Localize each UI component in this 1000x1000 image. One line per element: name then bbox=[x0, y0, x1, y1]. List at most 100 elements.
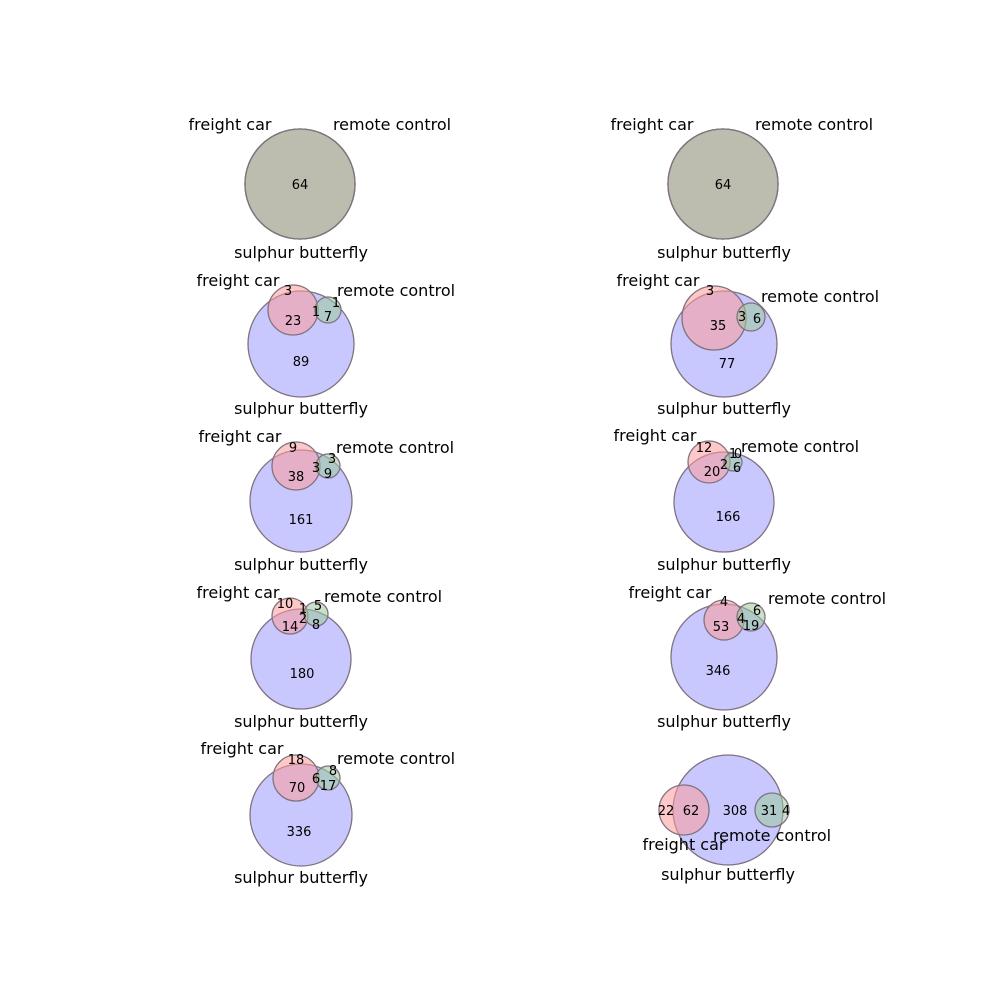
freight-car-label: freight car bbox=[614, 426, 697, 445]
region-count-label: 19 bbox=[743, 619, 760, 634]
remote-control-circle bbox=[315, 453, 341, 479]
venn-panel-9: 18 86 70 17 336 freight car remote control sulp… bbox=[201, 739, 456, 887]
region-count-label: 14 bbox=[282, 620, 299, 635]
freight-car-label: freight car bbox=[629, 583, 712, 602]
region-count-label: 18 bbox=[288, 753, 305, 768]
region-count-label: 3 bbox=[738, 310, 746, 325]
region-count-label: 35 bbox=[710, 319, 727, 334]
remote-control-label: remote control bbox=[337, 281, 455, 300]
sulphur-butterfly-label: sulphur butterfly bbox=[657, 243, 791, 262]
region-count-label: 3 bbox=[284, 284, 292, 299]
region-count-label: 8 bbox=[329, 764, 337, 779]
remote-control-circle bbox=[244, 128, 356, 240]
region-count-label: 1 bbox=[299, 602, 307, 617]
region-count-label: 38 bbox=[288, 470, 305, 485]
remote-control-label: remote control bbox=[713, 826, 831, 845]
region-count-label: 3 bbox=[706, 284, 714, 299]
remote-control-circle bbox=[314, 296, 342, 324]
sulphur-butterfly-label: sulphur butterfly bbox=[234, 243, 368, 262]
remote-control-label: remote control bbox=[336, 438, 454, 457]
region-count-label: 89 bbox=[293, 355, 310, 370]
region-count-label: 6 bbox=[753, 312, 761, 327]
region-count-label: 12 bbox=[696, 441, 713, 456]
region-count-label: 4 bbox=[782, 804, 790, 819]
remote-control-circle bbox=[667, 128, 779, 240]
region-count-label: 0 bbox=[734, 447, 742, 462]
region-count-label: 308 bbox=[723, 804, 748, 819]
freight-car-label: freight car bbox=[197, 271, 280, 290]
region-count-label: 9 bbox=[289, 441, 297, 456]
region-count-label: 1 bbox=[729, 447, 737, 462]
sulphur-butterfly-label: sulphur butterfly bbox=[661, 865, 795, 884]
region-count-label: 1 bbox=[332, 296, 340, 311]
region-count-label: 6 bbox=[733, 461, 741, 476]
sulphur-butterfly-label: sulphur butterfly bbox=[657, 712, 791, 731]
freight-car-label: freight car bbox=[199, 427, 282, 446]
region-count-label: 17 bbox=[320, 779, 337, 794]
region-count-label: 31 bbox=[761, 804, 778, 819]
region-count-label: 166 bbox=[716, 510, 741, 525]
freight-car-label: freight car bbox=[611, 115, 694, 134]
venn-panel-2: 64 freight car remote control sulphur butte… bbox=[611, 115, 874, 262]
region-count-label: 3 bbox=[312, 461, 320, 476]
freight-car-label: freight car bbox=[617, 271, 700, 290]
remote-control-circle bbox=[736, 602, 766, 632]
remote-control-label: remote control bbox=[761, 287, 879, 306]
remote-control-label: remote control bbox=[337, 749, 455, 768]
sulphur-butterfly-label: sulphur butterfly bbox=[234, 868, 368, 887]
freight-car-circle bbox=[658, 784, 710, 836]
remote-control-circle bbox=[736, 302, 766, 332]
remote-control-circle bbox=[315, 765, 341, 791]
region-count-label: 180 bbox=[290, 667, 315, 682]
sulphur-butterfly-label: sulphur butterfly bbox=[234, 399, 368, 418]
region-count-label: 1 bbox=[312, 305, 320, 320]
sulphur-butterfly-label: sulphur butterfly bbox=[234, 555, 368, 574]
sulphur-butterfly-label: sulphur butterfly bbox=[657, 555, 791, 574]
region-count-label: 6 bbox=[312, 772, 320, 787]
region-count-label: 20 bbox=[704, 465, 721, 480]
region-count-label: 9 bbox=[324, 467, 332, 482]
region-count-label: 346 bbox=[706, 664, 731, 679]
region-count-label: 77 bbox=[719, 357, 736, 372]
region-count-label: 64 bbox=[292, 178, 309, 193]
remote-control-label: remote control bbox=[333, 115, 451, 134]
remote-control-label: remote control bbox=[324, 587, 442, 606]
venn-panel-1: 64 freight car remote control sulphur butte… bbox=[189, 115, 452, 262]
remote-control-circle bbox=[723, 452, 743, 472]
remote-control-label: remote control bbox=[755, 115, 873, 134]
region-count-label: 10 bbox=[277, 597, 294, 612]
region-count-label: 5 bbox=[314, 599, 322, 614]
venn-panel-3: 3 11 23 7 89 freight car remote control sulphur… bbox=[197, 271, 456, 418]
venn-panel-4: 3 3 35 6 77 freight car remote control sulphur … bbox=[617, 271, 880, 418]
freight-car-label: freight car bbox=[189, 115, 272, 134]
sulphur-butterfly-label: sulphur butterfly bbox=[657, 399, 791, 418]
freight-car-label: freight car bbox=[201, 739, 284, 758]
remote-control-circle bbox=[303, 601, 329, 627]
region-count-label: 53 bbox=[713, 620, 730, 635]
region-count-label: 64 bbox=[715, 178, 732, 193]
region-count-label: 6 bbox=[753, 604, 761, 619]
region-count-label: 2 bbox=[299, 612, 307, 627]
remote-control-label: remote control bbox=[741, 437, 859, 456]
freight-car-label: freight car bbox=[643, 835, 726, 854]
region-count-label: 7 bbox=[324, 310, 332, 325]
remote-control-circle bbox=[754, 792, 790, 828]
freight-car-label: freight car bbox=[197, 583, 280, 602]
region-count-label: 161 bbox=[289, 513, 314, 528]
region-count-label: 23 bbox=[285, 314, 302, 329]
region-count-label: 22 bbox=[658, 804, 675, 819]
region-count-label: 70 bbox=[289, 781, 306, 796]
remote-control-label: remote control bbox=[768, 589, 886, 608]
region-count-label: 4 bbox=[720, 595, 728, 610]
region-count-label: 336 bbox=[287, 825, 312, 840]
region-count-label: 62 bbox=[683, 804, 700, 819]
sulphur-butterfly-label: sulphur butterfly bbox=[234, 712, 368, 731]
region-count-label: 4 bbox=[737, 612, 745, 627]
